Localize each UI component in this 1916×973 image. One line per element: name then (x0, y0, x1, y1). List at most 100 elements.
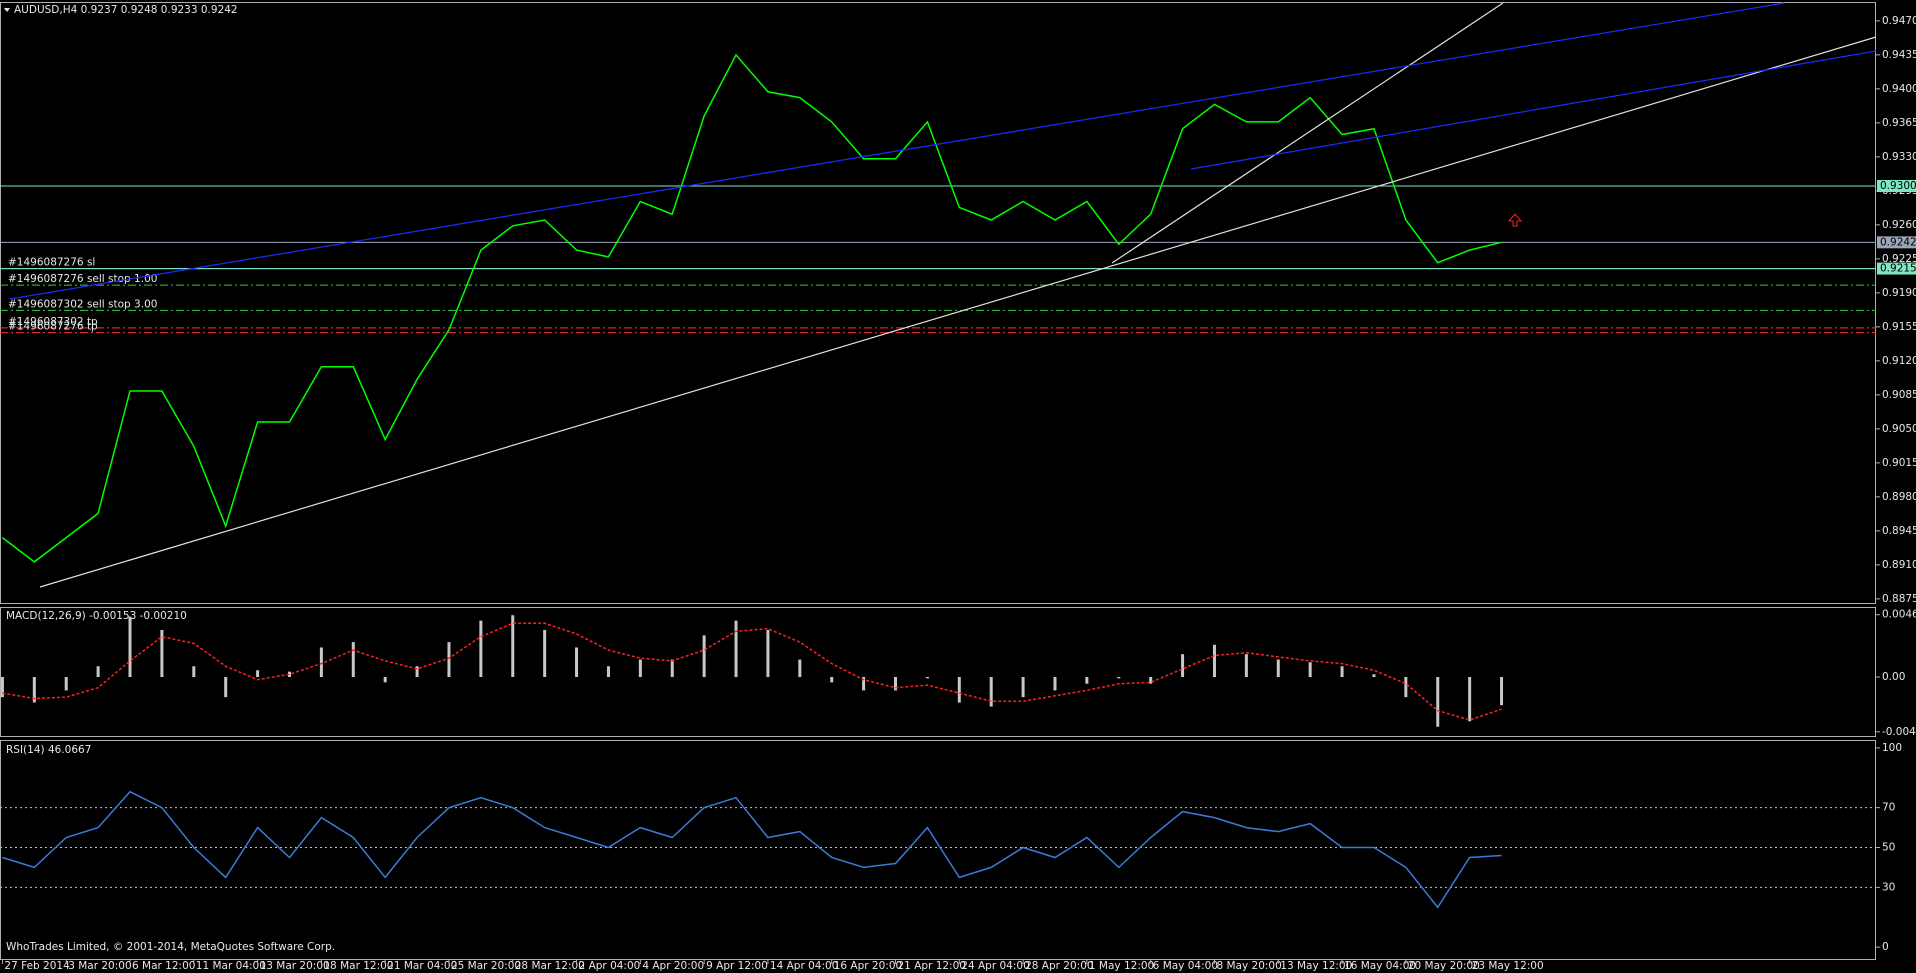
macd-bar (1212, 644, 1216, 678)
macd-bar (702, 635, 706, 678)
macd-bar (798, 659, 802, 678)
y-tick-label: 0.9365 (1882, 117, 1916, 129)
x-tick-label: 21 Apr 12:00 (898, 960, 966, 972)
rsi-panel-frame (0, 740, 1876, 960)
y-tick-label: 0.9155 (1882, 321, 1916, 333)
x-tick-label: 18 Mar 12:00 (323, 960, 393, 972)
footer: WhoTrades Limited, © 2001-2014, MetaQuot… (6, 941, 335, 953)
macd-bar (1117, 677, 1121, 679)
x-tick-label: 6 Mar 12:00 (132, 960, 195, 972)
price-box (1877, 262, 1916, 275)
y-tick-label: 0.9050 (1882, 423, 1916, 435)
macd-bar (447, 642, 451, 678)
y-tick-label: 0.9260 (1882, 219, 1916, 231)
x-tick-label: 16 Apr 20:00 (834, 960, 902, 972)
y-tick-label: 0.9400 (1882, 83, 1916, 95)
macd-bar (0, 677, 4, 698)
macd-bar (479, 620, 483, 678)
x-tick-label: 8 May 20:00 (1216, 960, 1281, 972)
main-panel-frame (0, 2, 1876, 604)
macd-bar (383, 677, 387, 683)
macd-bar (287, 671, 291, 678)
channel-line (1190, 50, 1877, 170)
price-box-label: 0.9242 (1880, 236, 1916, 248)
arrow-marker (1507, 213, 1523, 227)
macd-title: MACD(12,26,9) -0.00153 -0.00210 (6, 610, 187, 622)
order-label: #1496087276 sell stop 1.00 (8, 273, 157, 285)
x-tick-label: 23 May 12:00 (1472, 960, 1544, 972)
x-tick-label: 13 Mar 20:00 (260, 960, 330, 972)
x-tick-label: 24 Apr 04:00 (961, 960, 1029, 972)
macd-bar (1021, 677, 1025, 698)
rsi-title: RSI(14) 46.0667 (6, 744, 91, 756)
y-tick-label: 0.00464 (1882, 609, 1916, 621)
x-tick-label: 13 May 12:00 (1280, 960, 1352, 972)
y-tick-label: 30 (1882, 881, 1895, 893)
y-tick-label: 0.9330 (1882, 151, 1916, 163)
x-tick-label: 4 Apr 20:00 (642, 960, 704, 972)
x-tick-label: 28 Apr 20:00 (1025, 960, 1093, 972)
macd-bar (925, 677, 929, 679)
y-tick-label: 0.9435 (1882, 49, 1916, 61)
x-tick-label: 1 May 12:00 (1089, 960, 1154, 972)
y-tick-label: 0.8980 (1882, 491, 1916, 503)
macd-bar (894, 677, 898, 691)
price-box (1877, 236, 1916, 249)
macd-bar (862, 677, 866, 691)
x-tick-label: 21 Mar 04:00 (387, 960, 457, 972)
y-tick-label: 0.9190 (1882, 287, 1916, 299)
macd-bar (543, 629, 547, 678)
y-tick-label: 0.8875 (1882, 593, 1916, 605)
y-tick-label: 0 (1882, 941, 1889, 953)
macd-bar (1276, 659, 1280, 678)
x-tick-label: 6 May 04:00 (1153, 960, 1218, 972)
price-box (1877, 179, 1916, 192)
macd-bar (734, 620, 738, 678)
macd-bar (192, 666, 196, 678)
x-tick-label: 3 Mar 20:00 (68, 960, 131, 972)
order-label: #1496087276 tp (8, 321, 98, 333)
price-box-label: 0.9300 (1880, 180, 1916, 192)
macd-bar (1500, 677, 1504, 706)
rsi-line (2, 790, 1502, 909)
x-tick-label: 25 Mar 20:00 (451, 960, 521, 972)
macd-bar (64, 677, 68, 691)
x-tick-label: 27 Feb 2014 (4, 960, 70, 972)
macd-bar (1308, 662, 1312, 678)
price-line (1, 53, 1502, 563)
y-tick-label: 0.9085 (1882, 389, 1916, 401)
macd-bar (989, 677, 993, 707)
macd-bar (670, 659, 674, 678)
y-tick-label: 0.00 (1882, 671, 1905, 683)
macd-bar (256, 670, 260, 678)
macd-bar (1053, 677, 1057, 691)
macd-bar (766, 629, 770, 678)
macd-bar (1468, 677, 1472, 722)
macd-bar (830, 677, 834, 683)
macd-bar (128, 616, 132, 678)
order-label: #1496087276 sl (8, 257, 95, 269)
macd-bar (415, 666, 419, 678)
y-tick-label: -0.00408 (1882, 726, 1916, 738)
signal-line (2, 622, 1502, 721)
y-tick-label: 0.9120 (1882, 355, 1916, 367)
macd-bar (606, 666, 610, 678)
x-tick-label: 16 May 04:00 (1344, 960, 1416, 972)
macd-bar (224, 677, 228, 698)
order-label: #1496087302 tp (8, 316, 98, 328)
macd-bar (1340, 666, 1344, 678)
macd-bar (638, 659, 642, 678)
dropdown-icon (4, 8, 10, 12)
macd-bar (351, 642, 355, 678)
macd-bar (32, 677, 36, 703)
y-tick-label: 0.9015 (1882, 457, 1916, 469)
y-tick-label: 50 (1882, 842, 1895, 854)
y-tick-label: 0.8945 (1882, 525, 1916, 537)
macd-bar (511, 615, 515, 678)
y-tick-label: 70 (1882, 802, 1895, 814)
main-title: AUDUSD,H4 0.9237 0.9248 0.9233 0.9242 (14, 4, 238, 16)
trendline (39, 36, 1877, 588)
trendline (1111, 2, 1504, 264)
